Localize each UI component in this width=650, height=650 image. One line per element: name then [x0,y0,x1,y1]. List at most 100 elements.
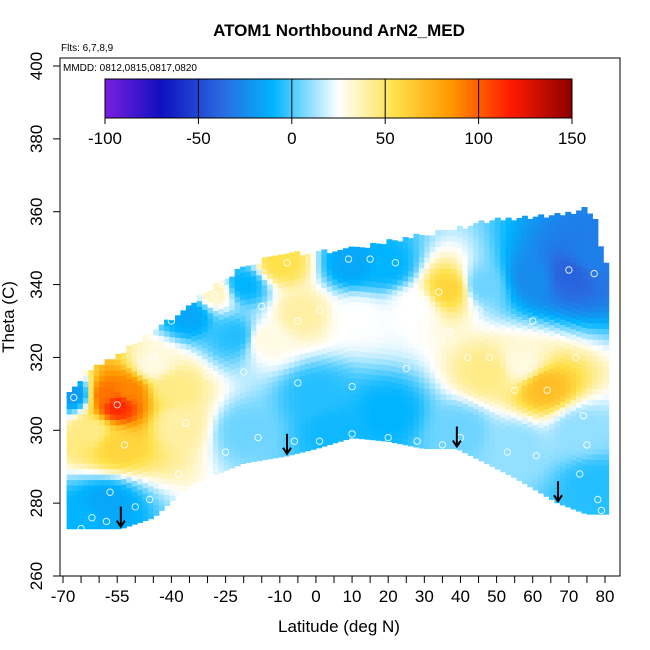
heatmap-cell [391,316,398,323]
heatmap-cell [359,340,366,347]
heatmap-cell [169,320,176,327]
heatmap-cell [153,400,160,407]
heatmap-cell [240,408,247,415]
heatmap-cell [169,363,176,370]
heatmap-cell [511,275,518,282]
heatmap-cell [66,474,73,481]
heatmap-cell [413,250,420,257]
heatmap-cell [424,246,431,253]
heatmap-cell [115,452,122,459]
heatmap-cell [315,294,322,301]
heatmap-cell [380,331,387,338]
heatmap-cell [196,300,203,307]
heatmap-cell [256,263,263,270]
heatmap-cell [554,344,561,351]
heatmap-cell [277,363,285,371]
heatmap-cell [277,336,285,343]
heatmap-cell [359,247,366,254]
heatmap-cell [527,421,534,428]
heatmap-cell [494,387,501,394]
heatmap-cell [66,397,73,404]
heatmap-cell [245,418,252,425]
heatmap-cell [478,258,485,265]
heatmap-cell [185,398,192,405]
heatmap-cell [310,345,317,352]
heatmap-cell [489,362,496,369]
heatmap-cell [592,421,599,428]
heatmap-cell [538,345,545,352]
heatmap-cell [196,311,203,318]
heatmap-cell [451,393,458,400]
heatmap-cell [413,282,420,289]
heatmap-cell [305,445,312,452]
heatmap-cell [511,433,518,440]
heatmap-cell [120,505,127,512]
heatmap-cell [305,286,312,293]
heatmap-cell [527,464,534,471]
heatmap-cell [586,497,593,504]
heatmap-cell [521,270,528,277]
heatmap-cell [532,413,539,420]
heatmap-cell [521,248,528,255]
heatmap-cell [283,286,290,293]
heatmap-cell [305,341,312,348]
heatmap-cell [548,401,556,408]
heatmap-cell [315,316,322,323]
heatmap-cell [332,338,339,345]
heatmap-cell [386,282,393,289]
heatmap-cell [196,377,203,384]
heatmap-cell [245,451,252,458]
heatmap-cell [391,338,398,345]
heatmap-cell [570,235,577,242]
heatmap-cell [516,234,523,241]
heatmap-cell [527,377,534,384]
heatmap-cell [446,393,453,400]
heatmap-cell [299,359,306,366]
heatmap-cell [483,305,490,312]
heatmap-cell [592,481,599,488]
heatmap-cell [310,378,317,385]
heatmap-cell [343,248,350,255]
heatmap-cell [261,448,268,455]
heatmap-cell [337,359,344,366]
heatmap-cell [326,411,333,418]
heatmap-cell [142,372,149,379]
heatmap-cell [180,452,187,459]
heatmap-cell [207,394,214,401]
heatmap-cell [592,404,599,411]
heatmap-cell [554,371,561,378]
heatmap-cell [359,301,366,309]
heatmap-cell [104,474,111,481]
heatmap-cell [283,373,290,381]
heatmap-cell [473,359,480,366]
heatmap-cell [429,295,436,302]
heatmap-cell [158,466,165,473]
heatmap-cell [467,346,474,353]
heatmap-cell [397,399,404,406]
heatmap-cell [164,461,171,468]
heatmap-cell [326,253,333,260]
heatmap-cell [115,375,122,382]
heatmap-cell [586,235,593,242]
heatmap-cell [202,407,209,414]
heatmap-cell [272,441,279,448]
heatmap-cell [250,308,257,315]
heatmap-cell [435,421,442,428]
heatmap-cell [169,445,176,452]
heatmap-cell [158,406,165,413]
heatmap-cell [418,305,425,312]
heatmap-cell [299,386,306,393]
heatmap-cell [72,413,79,420]
heatmap-cell [196,469,203,477]
heatmap-cell [250,352,257,359]
heatmap-cell [424,273,431,280]
heatmap-cell [424,306,431,313]
heatmap-cell [115,413,122,420]
heatmap-cell [299,348,306,355]
heatmap-cell [494,354,501,361]
heatmap-cell [521,445,528,452]
heatmap-cell [294,360,301,367]
heatmap-cell [277,309,285,316]
heatmap-cell [467,258,474,265]
heatmap-cell [413,315,420,322]
